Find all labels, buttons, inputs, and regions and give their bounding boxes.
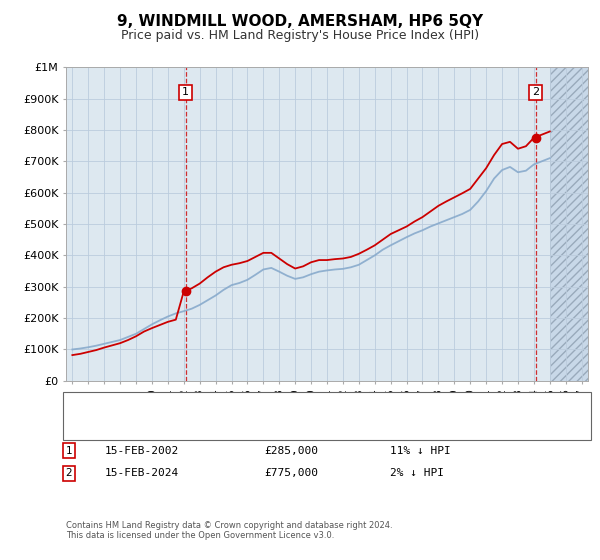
Text: Price paid vs. HM Land Registry's House Price Index (HPI): Price paid vs. HM Land Registry's House …	[121, 29, 479, 42]
Text: Contains HM Land Registry data © Crown copyright and database right 2024.
This d: Contains HM Land Registry data © Crown c…	[66, 521, 392, 540]
Text: £285,000: £285,000	[264, 446, 318, 456]
Bar	[550, 67, 588, 381]
Text: 11% ↓ HPI: 11% ↓ HPI	[390, 446, 451, 456]
Text: £775,000: £775,000	[264, 468, 318, 478]
Text: 9, WINDMILL WOOD, AMERSHAM, HP6 5QY (detached house): 9, WINDMILL WOOD, AMERSHAM, HP6 5QY (det…	[111, 400, 428, 410]
Text: 1: 1	[182, 87, 189, 97]
Text: 9, WINDMILL WOOD, AMERSHAM, HP6 5QY: 9, WINDMILL WOOD, AMERSHAM, HP6 5QY	[117, 14, 483, 29]
Text: 2: 2	[65, 468, 73, 478]
Text: HPI: Average price, detached house, Buckinghamshire: HPI: Average price, detached house, Buck…	[111, 421, 395, 431]
Text: 15-FEB-2024: 15-FEB-2024	[105, 468, 179, 478]
Text: 2: 2	[532, 87, 539, 97]
Text: 15-FEB-2002: 15-FEB-2002	[105, 446, 179, 456]
Text: 2% ↓ HPI: 2% ↓ HPI	[390, 468, 444, 478]
Text: 1: 1	[65, 446, 73, 456]
